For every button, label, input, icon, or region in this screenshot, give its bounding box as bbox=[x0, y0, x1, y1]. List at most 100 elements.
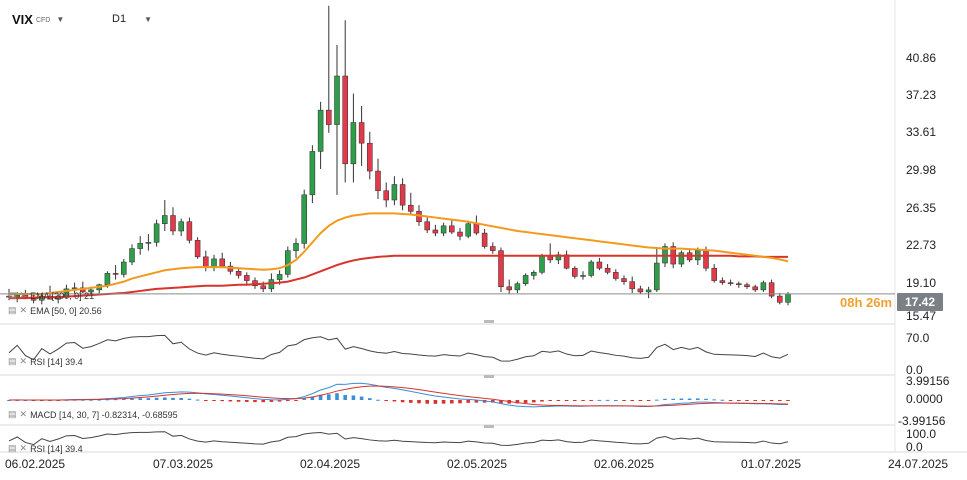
macd-histogram-bar bbox=[286, 400, 290, 401]
last-price-tag: 17.42 bbox=[897, 293, 943, 311]
indicator-legend-rsi[interactable]: ▤ ✕ RSI [14] 39.4 bbox=[8, 356, 83, 367]
macd-histogram-bar bbox=[310, 396, 315, 400]
candle-down bbox=[744, 284, 750, 288]
macd-histogram-bar bbox=[368, 398, 372, 400]
close-icon[interactable]: ✕ bbox=[19, 443, 28, 453]
candle-up bbox=[211, 258, 217, 268]
macd-histogram-bar bbox=[245, 400, 249, 402]
macd-histogram-bar bbox=[204, 400, 208, 401]
candle-up bbox=[88, 289, 94, 293]
macd-histogram-bar bbox=[728, 400, 733, 401]
chevron-down-icon: ▼ bbox=[56, 14, 65, 24]
macd-histogram-bar bbox=[261, 400, 265, 403]
candle-down bbox=[596, 261, 603, 269]
candle-up bbox=[645, 289, 652, 293]
macd-histogram-bar bbox=[540, 400, 544, 402]
rsi-line-2 bbox=[8, 431, 789, 446]
pane-resize-handle[interactable] bbox=[484, 375, 494, 378]
indicator-legend-ema50[interactable]: ▤ ✕ EMA [50, 0] 20.56 bbox=[8, 305, 102, 316]
macd-histogram-bar bbox=[195, 399, 200, 401]
candle-up bbox=[309, 151, 316, 196]
macd-histogram-bar bbox=[605, 399, 610, 401]
macd-histogram-bar bbox=[343, 395, 347, 400]
settings-icon[interactable]: ▤ bbox=[8, 356, 17, 366]
macd-histogram-bar bbox=[761, 400, 766, 401]
candle-up bbox=[293, 243, 299, 251]
macd-histogram-bar bbox=[171, 397, 175, 400]
candle-up bbox=[145, 242, 152, 244]
price-axis-label: 15.47 bbox=[906, 309, 937, 323]
candle-down bbox=[736, 283, 742, 285]
candle-down bbox=[244, 275, 250, 281]
candle-up bbox=[760, 282, 767, 291]
candle-up bbox=[276, 274, 283, 280]
candle-up bbox=[14, 294, 20, 298]
candle-down bbox=[342, 75, 348, 165]
settings-icon[interactable]: ▤ bbox=[8, 290, 17, 300]
macd-histogram-bar bbox=[97, 399, 101, 401]
macd-histogram-bar bbox=[655, 399, 659, 401]
settings-icon[interactable]: ▤ bbox=[8, 305, 17, 315]
close-icon[interactable]: ✕ bbox=[19, 409, 28, 419]
candle-up bbox=[678, 252, 685, 265]
macd-histogram-bar bbox=[433, 400, 438, 404]
close-icon[interactable]: ✕ bbox=[19, 305, 28, 315]
settings-icon[interactable]: ▤ bbox=[8, 409, 17, 419]
candle-down bbox=[399, 184, 406, 206]
macd-axis-label: 3.99156 bbox=[906, 374, 950, 388]
candle-up bbox=[465, 223, 471, 237]
settings-icon[interactable]: ▤ bbox=[8, 443, 17, 453]
pane-resize-handle[interactable] bbox=[484, 320, 494, 323]
candle-up bbox=[588, 261, 594, 276]
candle-down bbox=[170, 215, 176, 232]
macd-histogram-bar bbox=[425, 400, 429, 404]
symbol-selector[interactable]: VIX CFD ▼ bbox=[12, 10, 64, 28]
macd-histogram-bar bbox=[89, 399, 93, 401]
indicator-legend-macd[interactable]: ▤ ✕ MACD [14, 30, 7] -0.82314, -0.68595 bbox=[8, 409, 178, 420]
candle-down bbox=[604, 267, 611, 273]
timeframe-selector[interactable]: D1 ▼ bbox=[112, 10, 152, 28]
indicator-legend-rsi-2[interactable]: ▤ ✕ RSI [14] 39.4 bbox=[8, 443, 83, 454]
close-icon[interactable]: ✕ bbox=[19, 290, 28, 300]
macd-histogram-bar bbox=[163, 397, 167, 400]
macd-histogram-bar bbox=[269, 400, 274, 402]
macd-histogram-bar bbox=[441, 400, 446, 404]
candle-down bbox=[408, 204, 414, 212]
candle-up bbox=[104, 273, 111, 285]
candle-up bbox=[785, 293, 791, 303]
candle-down bbox=[186, 221, 193, 241]
macd-histogram-bar bbox=[704, 398, 708, 400]
candle-down bbox=[367, 142, 373, 172]
macd-histogram-bar bbox=[220, 400, 224, 402]
macd-histogram-bar bbox=[614, 399, 618, 401]
rsi-axis-label: 100.0 bbox=[906, 427, 937, 441]
macd-histogram-bar bbox=[638, 400, 643, 401]
macd-histogram-bar bbox=[187, 398, 192, 400]
candle-down bbox=[506, 286, 512, 291]
macd-histogram-bar bbox=[573, 400, 577, 401]
macd-histogram-bar bbox=[212, 400, 216, 401]
indicator-legend-ema200[interactable]: ▤ ✕ EMA [200, 0] 21 bbox=[8, 290, 94, 301]
candle-down bbox=[326, 109, 332, 125]
close-icon[interactable]: ✕ bbox=[19, 356, 28, 366]
candle-down bbox=[777, 295, 783, 303]
date-axis-label: 02.04.2025 bbox=[300, 457, 361, 471]
candle-up bbox=[71, 287, 78, 290]
timeframe-label: D1 bbox=[112, 13, 127, 25]
macd-histogram-bar bbox=[769, 400, 774, 401]
macd-histogram-bar bbox=[622, 400, 626, 401]
macd-histogram-bar bbox=[400, 400, 405, 403]
pane-resize-handle[interactable] bbox=[484, 425, 494, 428]
candle-up bbox=[654, 262, 660, 291]
date-axis-label: 06.02.2025 bbox=[5, 457, 66, 471]
macd-histogram-bar bbox=[532, 400, 536, 403]
ema200-line bbox=[9, 254, 788, 300]
price-axis-label: 29.98 bbox=[906, 163, 937, 177]
candle-down bbox=[637, 288, 644, 293]
macd-histogram-bar bbox=[146, 398, 151, 400]
price-axis-label: 40.86 bbox=[906, 51, 937, 65]
macd-histogram-bar bbox=[646, 400, 651, 401]
candle-down bbox=[260, 285, 266, 290]
candle-down bbox=[203, 256, 209, 268]
